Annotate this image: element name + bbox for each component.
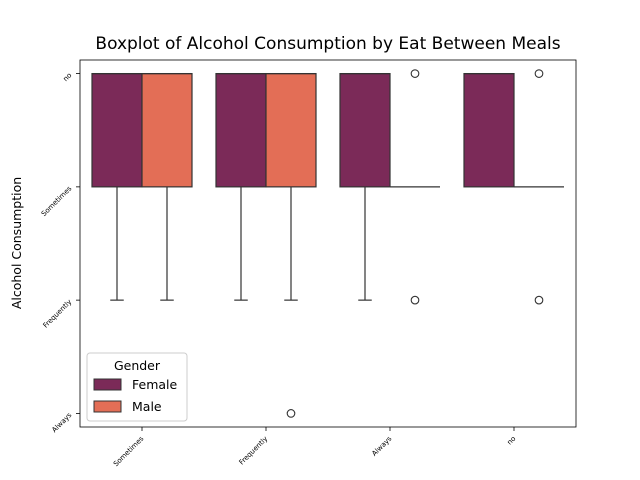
y-tick-label: no [62,71,74,83]
outlier-male-no [534,69,544,78]
legend-label-male: Male [132,399,162,414]
x-tick-label: Always [370,435,393,458]
outlier-male-frequently [286,409,296,418]
y-tick-label: Frequently [42,298,74,330]
chart-title: Boxplot of Alcohol Consumption by Eat Be… [95,34,560,54]
x-tick-label: no [506,435,518,447]
legend-label-female: Female [132,377,178,392]
plot-frame [79,59,577,428]
outlier-male-always [410,295,420,305]
outlier-male-no [534,295,544,305]
box-female-always [339,72,391,188]
legend-title: Gender [114,358,161,373]
box-female-sometimes [91,72,143,188]
y-axis-label: Alcohol Consumption [9,177,24,309]
legend: Gender Female Male [86,352,188,422]
outlier-male-always [410,69,420,78]
box-male-frequently [265,72,317,188]
box-male-sometimes [141,72,193,188]
x-tick-label: Frequently [238,435,270,467]
box-female-frequently [215,72,267,188]
legend-swatch-female [93,378,122,391]
y-tick-label: Sometimes [40,184,74,218]
y-tick-label: Always [50,411,73,434]
legend-swatch-male [93,400,122,413]
x-tick-label: Sometimes [112,435,146,469]
box-female-no [463,72,515,188]
